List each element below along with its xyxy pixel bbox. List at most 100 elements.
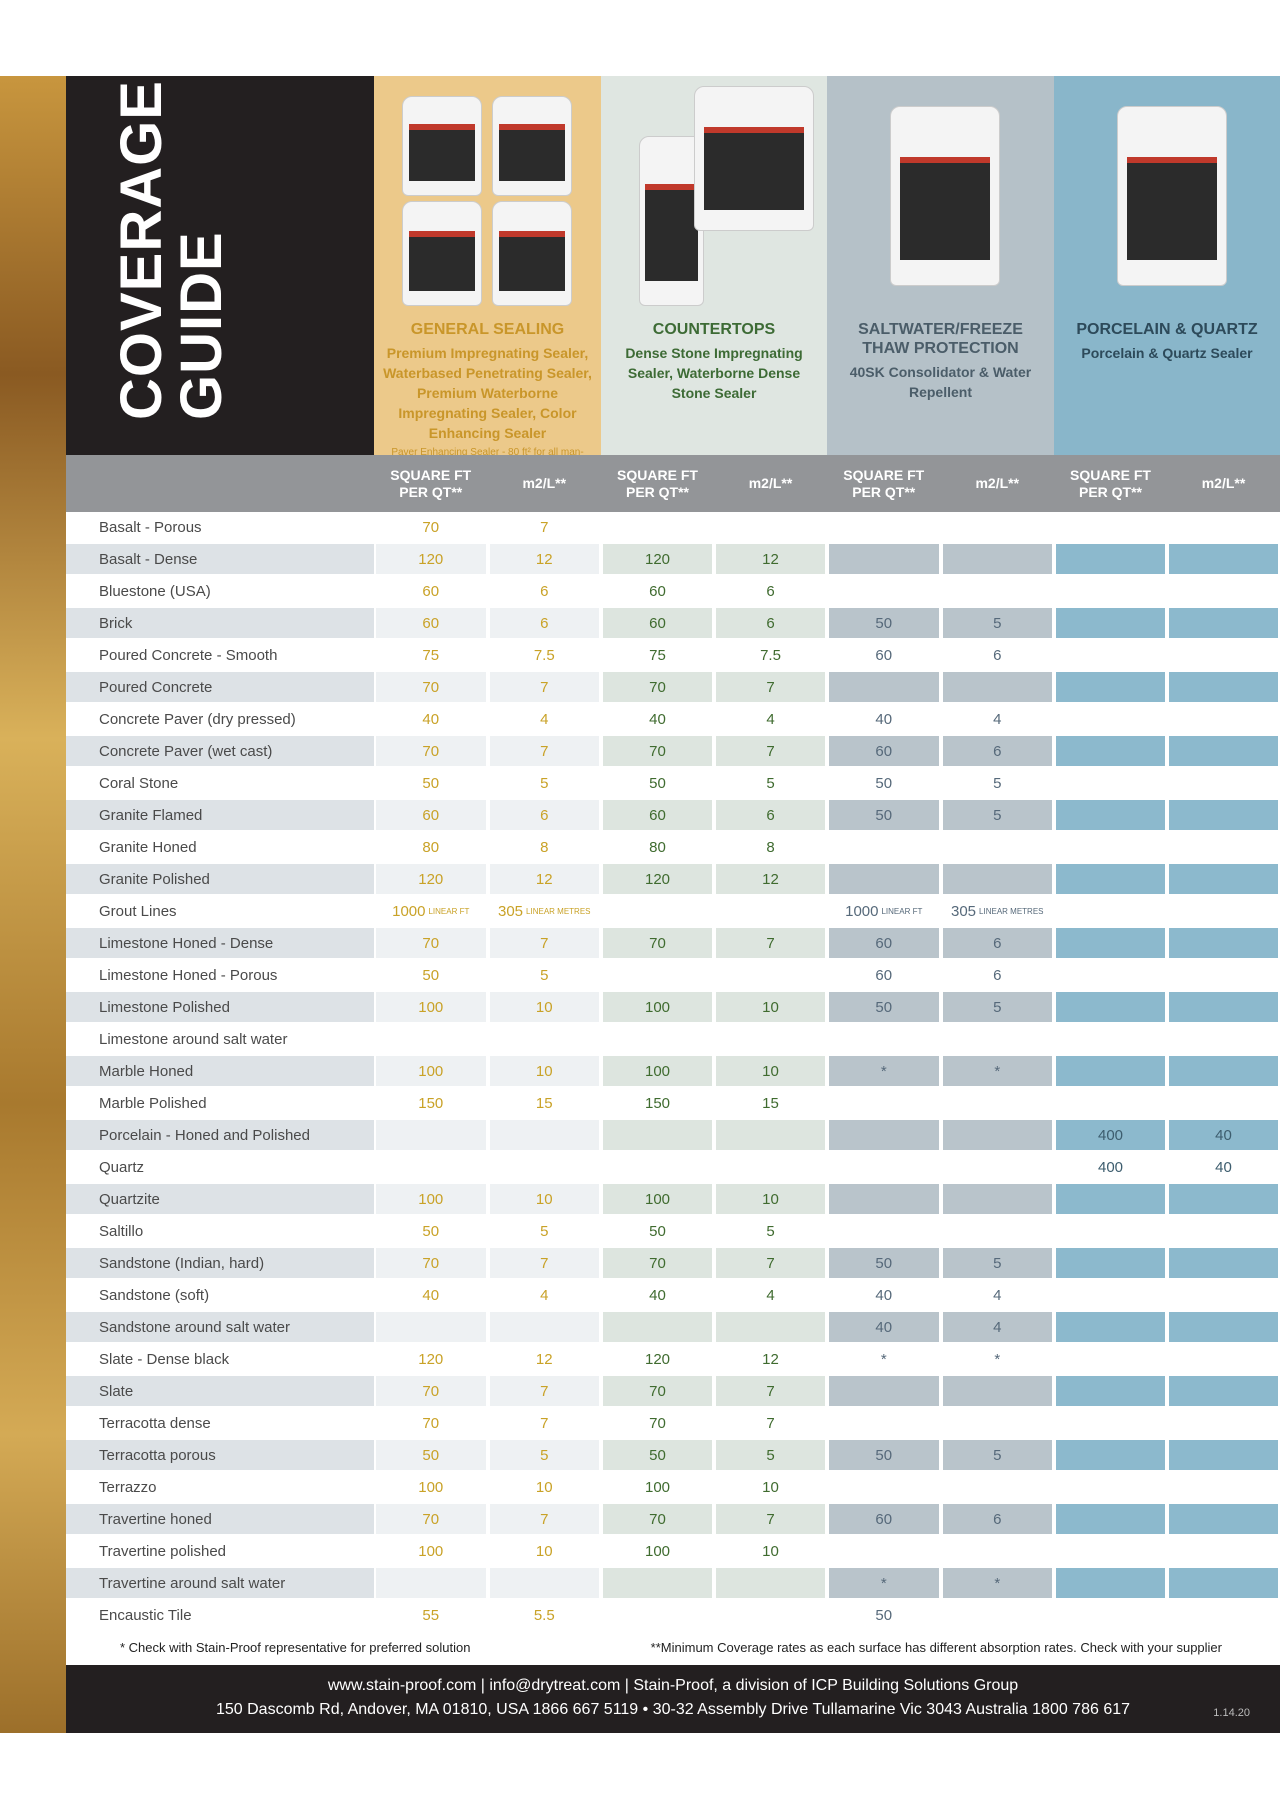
surface-name: Basalt - Dense xyxy=(66,544,374,574)
coverage-value: 50 xyxy=(376,768,486,798)
coverage-value xyxy=(1056,1408,1165,1438)
coverage-value xyxy=(1056,1440,1165,1470)
table-row: Slate - Dense black 120 12 120 12 * * xyxy=(66,1344,1280,1376)
surface-name: Limestone Honed - Dense xyxy=(66,928,374,958)
coverage-value: 50 xyxy=(829,768,939,798)
coverage-value: 70 xyxy=(376,1504,486,1534)
coverage-value xyxy=(829,1088,939,1118)
product-bottle xyxy=(492,96,572,196)
coverage-value: 70 xyxy=(376,736,486,766)
surface-name: Slate - Dense black xyxy=(66,1344,374,1374)
coverage-value xyxy=(603,1312,712,1342)
coverage-value: 60 xyxy=(376,800,486,830)
surface-name: Porcelain - Honed and Polished xyxy=(66,1120,374,1150)
coverage-value: 8 xyxy=(716,832,825,862)
coverage-value: 4 xyxy=(942,1280,1052,1310)
unit: LINEAR FT xyxy=(428,906,470,916)
coverage-value: 7 xyxy=(489,512,599,542)
surface-name: Travertine polished xyxy=(66,1536,374,1566)
coverage-value: 5 xyxy=(942,1248,1052,1278)
value: 305 xyxy=(498,902,524,920)
coverage-value xyxy=(1056,1216,1165,1246)
coverage-value: 150 xyxy=(376,1088,486,1118)
surface-name: Quartz xyxy=(66,1152,374,1182)
coverage-value xyxy=(1056,1536,1165,1566)
unit: LINEAR METRES xyxy=(979,906,1044,916)
title-panel xyxy=(66,76,374,455)
product-bottle xyxy=(639,136,704,306)
coverage-value xyxy=(942,1088,1052,1118)
product-bottle xyxy=(694,86,814,231)
page-title: COVERAGE GUIDE xyxy=(109,80,234,420)
table-row: Concrete Paver (dry pressed) 40 4 40 4 40 4 xyxy=(66,704,1280,736)
coverage-value xyxy=(1056,672,1165,702)
product-description: Premium Impregnating Sealer, Waterbased … xyxy=(383,345,592,441)
product-bottle xyxy=(492,201,572,306)
coverage-value: 60 xyxy=(829,960,939,990)
coverage-value: * xyxy=(829,1344,939,1374)
coverage-value: 10 xyxy=(716,1184,825,1214)
coverage-value: 4 xyxy=(489,704,599,734)
column-header: SQUARE FT PER QT** xyxy=(390,466,472,500)
coverage-value xyxy=(829,864,939,894)
coverage-value xyxy=(376,1120,486,1150)
coverage-value: 10 xyxy=(716,1472,825,1502)
table-row: Terrazzo 100 10 100 10 xyxy=(66,1472,1280,1504)
table-row: Quartzite 100 10 100 10 xyxy=(66,1184,1280,1216)
table-row: Basalt - Porous 70 7 xyxy=(66,512,1280,544)
coverage-value: 15 xyxy=(489,1088,599,1118)
coverage-value: * xyxy=(829,1568,939,1598)
footnote-right: **Minimum Coverage rates as each surface… xyxy=(650,1640,1222,1655)
coverage-value xyxy=(489,1120,599,1150)
coverage-value xyxy=(716,896,825,926)
coverage-value: 50 xyxy=(376,1440,486,1470)
coverage-value: 5 xyxy=(716,768,825,798)
coverage-value xyxy=(1169,1568,1278,1598)
coverage-value: 5 xyxy=(489,1440,599,1470)
coverage-value: 5 xyxy=(942,992,1052,1022)
coverage-value xyxy=(489,1152,599,1182)
table-row: Slate 70 7 70 7 xyxy=(66,1376,1280,1408)
surface-name: Poured Concrete xyxy=(66,672,374,702)
coverage-value: 7.5 xyxy=(716,640,825,670)
coverage-value xyxy=(942,1024,1052,1054)
coverage-value: 40 xyxy=(829,1280,939,1310)
footnote-left: * Check with Stain-Proof representative … xyxy=(120,1640,471,1655)
table-row: Poured Concrete - Smooth 75 7.5 75 7.5 60 6 xyxy=(66,640,1280,672)
coverage-value xyxy=(829,1184,939,1214)
surface-name: Quartzite xyxy=(66,1184,374,1214)
coverage-value: 50 xyxy=(829,800,939,830)
coverage-value xyxy=(1056,512,1165,542)
surface-name: Concrete Paver (wet cast) xyxy=(66,736,374,766)
coverage-value xyxy=(603,896,712,926)
coverage-value: 70 xyxy=(376,928,486,958)
coverage-value: 70 xyxy=(603,928,712,958)
coverage-value: 7 xyxy=(489,736,599,766)
title-line: GUIDE xyxy=(169,231,234,420)
surface-name: Limestone around salt water xyxy=(66,1024,374,1054)
surface-name: Sandstone (Indian, hard) xyxy=(66,1248,374,1278)
product-panel: COUNTERTOPS Dense Stone Impregnating Seal… xyxy=(601,76,827,455)
coverage-value: 7 xyxy=(489,928,599,958)
coverage-value xyxy=(1169,1472,1278,1502)
coverage-value: 10 xyxy=(489,992,599,1022)
coverage-value xyxy=(1056,1280,1165,1310)
coverage-value xyxy=(1169,928,1278,958)
product-heading: GENERAL SEALING xyxy=(410,321,565,338)
coverage-value xyxy=(1056,1248,1165,1278)
coverage-value xyxy=(829,512,939,542)
product-heading: SALTWATER/FREEZE THAW PROTECTION xyxy=(858,321,1023,357)
coverage-value xyxy=(829,1536,939,1566)
coverage-value xyxy=(1056,960,1165,990)
coverage-value xyxy=(1169,1184,1278,1214)
coverage-value xyxy=(716,1024,825,1054)
coverage-value: 5 xyxy=(942,608,1052,638)
table-row: Encaustic Tile 55 5.5 50 xyxy=(66,1600,1280,1632)
coverage-value: 5 xyxy=(942,800,1052,830)
coverage-value xyxy=(716,512,825,542)
coverage-value xyxy=(1056,1088,1165,1118)
coverage-value: 120 xyxy=(376,864,486,894)
coverage-value xyxy=(942,1408,1052,1438)
coverage-value: 40 xyxy=(376,1280,486,1310)
coverage-value: * xyxy=(829,1056,939,1086)
